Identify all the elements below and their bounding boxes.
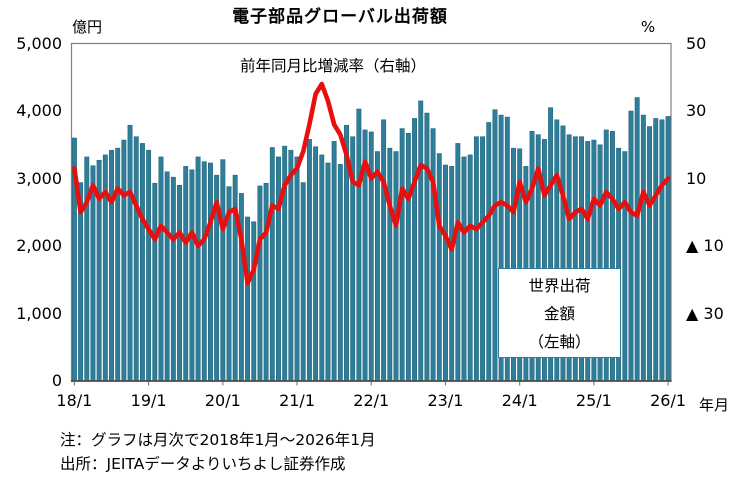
bar-23/6 [473,136,479,382]
bar-20/5 [245,216,251,382]
right-tick-10: 10 [686,168,707,188]
bar-22/6 [399,128,405,382]
bar-19/11 [208,162,213,382]
bar-25/7 [628,110,634,382]
bar-series-label-line1: 世界出荷 [528,277,591,295]
bar-23/9 [492,109,498,382]
chart-title: 電子部品グローバル出荷額 [232,7,448,27]
bar-20/8 [263,182,269,382]
bar-19/10 [201,161,207,382]
bar-25/12 [659,119,665,382]
bar-21/5 [319,154,325,382]
bar-25/10 [647,126,652,382]
x-tick-20/1: 20/1 [204,391,241,410]
line-series-label: 前年同月比増減率（右軸） [239,57,426,75]
bar-25/11 [653,118,659,382]
bar-20/7 [257,185,263,382]
bar-26/1 [665,116,671,382]
x-tick-21/1: 21/1 [279,391,315,410]
left-tick-5,000: 5,000 [16,33,62,53]
bar-21/8 [337,164,343,382]
bar-23/2 [449,166,455,382]
bar-19/4 [164,171,170,382]
bar-20/9 [269,147,275,382]
bar-18/10 [127,124,133,382]
x-tick-26/1: 26/1 [650,391,687,410]
footnote: 注：グラフは月次で2018年1月～2026年1月 [60,431,376,449]
left-tick-2,000: 2,000 [16,236,62,255]
left-axis-unit: 億円 [72,18,103,36]
bar-19/5 [170,176,176,382]
left-tick-3,000: 3,000 [16,168,62,188]
bar-23/4 [461,156,467,382]
bar-20/12 [288,149,294,382]
bar-21/2 [300,182,306,382]
bar-19/7 [183,166,189,382]
bar-22/9 [418,100,424,382]
bar-22/10 [424,112,430,382]
bar-18/9 [121,139,127,382]
right-axis-unit: % [640,18,656,36]
bar-19/1 [146,149,152,382]
bar-series-label-line2: 金額 [543,305,575,323]
right-tick-▲ 10: ▲ 10 [686,236,724,255]
bar-series-label-line3: （左軸） [528,333,591,351]
bar-20/6 [251,221,257,382]
bar-23/3 [455,143,461,382]
source-note: 出所：JEITAデータよりいちよし証券作成 [60,455,346,473]
bar-23/5 [467,154,473,382]
x-tick-25/1: 25/1 [575,391,612,410]
bar-22/5 [393,151,399,382]
bar-21/4 [313,146,319,382]
bar-25/8 [634,97,640,382]
bar-18/6 [102,154,108,382]
bar-18/3 [84,156,90,382]
bar-22/8 [412,118,417,382]
bar-21/7 [331,141,337,382]
bar-21/3 [306,139,312,382]
left-tick-1,000: 1,000 [16,303,62,323]
right-tick-▲ 30: ▲ 30 [686,303,724,323]
bar-19/6 [177,185,182,382]
bar-22/4 [387,147,393,382]
bar-19/8 [189,169,195,382]
bar-25/9 [640,114,646,382]
bar-23/7 [480,136,486,382]
left-tick-0: 0 [51,371,62,390]
bar-22/11 [430,128,436,382]
x-tick-19/1: 19/1 [130,391,167,410]
bar-21/1 [294,156,300,382]
bar-20/3 [232,174,238,382]
bar-18/11 [133,136,139,382]
bar-22/12 [436,153,442,382]
bar-22/7 [405,133,411,382]
x-tick-18/1: 18/1 [56,391,93,410]
bar-19/9 [195,156,201,382]
bar-23/8 [486,122,492,382]
right-tick-50: 50 [686,33,707,53]
bar-19/2 [152,182,158,382]
bar-21/6 [325,162,331,382]
x-axis-unit: 年月 [699,396,730,414]
x-tick-24/1: 24/1 [501,391,538,410]
bar-19/3 [158,156,164,382]
bar-18/7 [109,149,114,382]
bar-series-label-box: 世界出荷 金額 （左軸） [498,268,621,358]
bar-22/3 [381,119,387,382]
right-tick-30: 30 [686,101,707,120]
bar-20/1 [220,159,226,382]
bar-18/8 [115,147,121,382]
bar-18/4 [90,165,96,382]
bar-20/10 [276,156,281,382]
bar-21/11 [356,108,362,382]
yoy-change-line [72,81,671,286]
bar-23/1 [443,164,448,382]
bar-18/12 [139,143,145,382]
x-tick-23/1: 23/1 [427,391,464,410]
bar-25/6 [622,151,628,382]
x-tick-22/1: 22/1 [353,391,390,410]
left-tick-4,000: 4,000 [16,101,62,120]
bar-22/2 [374,151,380,382]
